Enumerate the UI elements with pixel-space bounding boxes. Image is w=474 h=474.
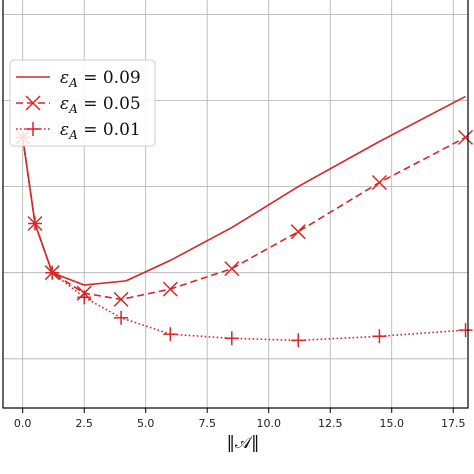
data-point — [224, 331, 239, 346]
x-marker — [113, 291, 129, 307]
legend: εA = 0.09 εA = 0.05 εA = 0.01 — [9, 59, 156, 147]
data-point — [224, 261, 240, 277]
series-line — [21, 136, 466, 301]
x-marker — [290, 224, 306, 240]
x-marker — [25, 95, 41, 111]
x-marker — [224, 261, 240, 277]
x-tick-label: 7.5 — [198, 417, 216, 430]
series-3 — [15, 130, 473, 348]
legend-entry: εA = 0.09 — [16, 68, 141, 90]
x-tick-label: 17.5 — [441, 417, 466, 430]
legend-entry: εA = 0.05 — [16, 94, 141, 116]
x-tick-label: 0.0 — [14, 417, 32, 430]
data-point — [162, 281, 178, 297]
x-axis-label: ‖𝒜‖ — [226, 433, 259, 453]
x-tick-label: 12.5 — [318, 417, 343, 430]
data-point — [290, 224, 306, 240]
data-point — [45, 265, 60, 280]
x-marker — [162, 281, 178, 297]
data-point — [77, 290, 92, 305]
data-point — [291, 333, 306, 348]
legend-box — [9, 59, 156, 147]
x-axis: 0.0 2.5 5.0 7.5 10.0 12.5 15.0 17.5 — [14, 408, 466, 430]
series-line — [21, 137, 466, 342]
plot-frame — [2, 0, 469, 409]
legend-label: εA = 0.01 — [60, 120, 141, 142]
x-tick-label: 2.5 — [75, 417, 93, 430]
legend-label: εA = 0.05 — [60, 94, 141, 116]
x-marker — [371, 174, 387, 191]
data-point — [458, 129, 474, 145]
data-point — [163, 327, 178, 342]
data-point — [372, 329, 387, 344]
data-point — [113, 291, 129, 307]
data-point — [371, 174, 387, 191]
series-layer — [15, 95, 474, 348]
x-tick-label: 15.0 — [379, 417, 404, 430]
x-tick-label: 10.0 — [256, 417, 281, 430]
data-point — [114, 310, 129, 325]
x-marker — [458, 129, 474, 145]
legend-label: εA = 0.09 — [60, 68, 141, 90]
data-point — [458, 323, 473, 338]
x-tick-label: 5.0 — [137, 417, 155, 430]
data-point — [27, 216, 42, 231]
legend-entry: εA = 0.01 — [16, 120, 141, 142]
